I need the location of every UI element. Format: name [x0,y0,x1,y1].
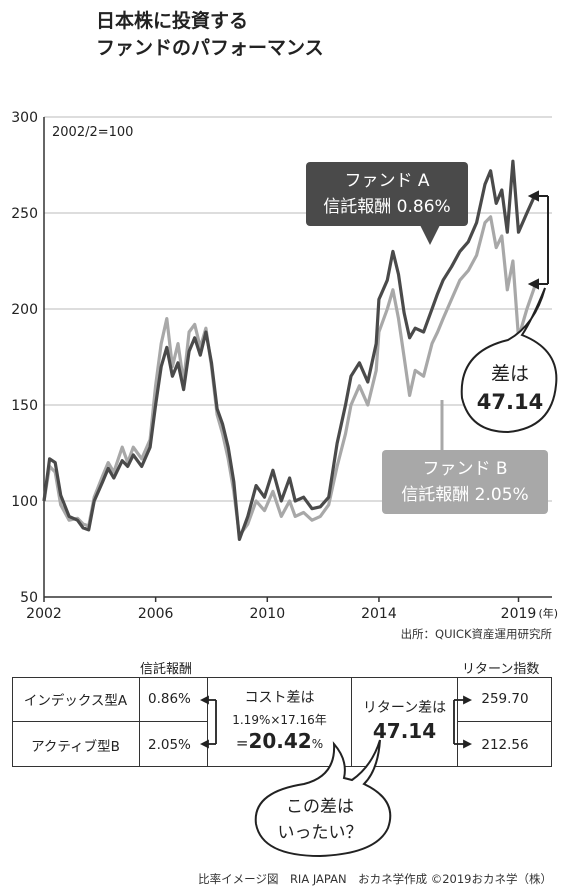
table-border [12,677,552,767]
series-line-fund-b [42,215,537,538]
row2-name: アクティブ型B [12,722,140,767]
header-return: リターン指数 [462,662,540,677]
y-tick-label: 300 [11,110,38,126]
return-a: 259.70 [458,677,552,722]
chart-title: 日本株に投資する ファンドのパフォーマンス [96,8,324,62]
bubble-diff-text: 差は [491,363,529,385]
label-a-callout: ファンド A 信託報酬 0.86% [306,162,468,245]
label-a-pointer [420,225,440,245]
return-cell: リターン差は 47.14 [352,677,458,767]
title-line-1: 日本株に投資する [96,10,249,32]
label-b-box [382,450,548,514]
table-overlay: この差は いったい？ [199,695,473,858]
label-b-title: ファンド B [422,459,507,479]
label-a-fee: 信託報酬 0.86% [323,197,450,217]
performance-chart: 50 100 150 200 250 300 2002 2006 2010 2014 2019 (年)… [11,110,559,622]
header-fee: 信託報酬 [140,662,193,677]
cost-title: コスト差は [244,690,315,706]
x-unit-label: (年) [539,606,559,620]
x-tick-label: 2010 [249,606,285,622]
title-line-2: ファンドのパフォーマンス [96,37,324,59]
fee-bracket [199,695,217,749]
bubble-q-line1: この差は [286,797,354,817]
label-b-callout: ファンド B 信託報酬 2.05% [382,400,548,514]
return-bracket [453,695,473,749]
difference-bracket [527,190,549,290]
row1-name: インデックス型A [12,677,140,722]
comparison-table: インデックス型A 0.86% アクティブ型B 2.05% コスト差は 1.19%… [12,677,552,767]
source-note: 出所：QUICK資産運用研究所 [400,627,552,641]
question-bubble: この差は いったい？ [254,739,392,858]
y-tick-label: 200 [11,302,38,318]
cost-formula: 1.19%×17.16年 [232,713,327,727]
return-value: 47.14 [372,719,437,743]
footer-credit: 比率イメージ図 RIA JAPAN おカネ学作成 ©2019おカネ学（株） [198,872,552,886]
y-tick-label: 50 [20,590,38,606]
base-label: 2002/2=100 [52,125,133,140]
return-title: リターン差は [362,700,447,716]
cost-cell: コスト差は 1.19%×17.16年 =20.42% [208,677,352,767]
series-line-fund-a [42,159,537,541]
difference-bubble: 差は 47.14 [460,287,558,434]
label-a-title: ファンド A [344,171,429,191]
bubble-diff-value: 47.14 [477,390,543,414]
x-tick-label: 2014 [361,606,397,622]
cost-value: 20.42 [248,729,312,753]
label-a-box [306,162,468,226]
x-tick-label: 2006 [138,606,174,622]
cost-pct: % [311,737,324,751]
return-b: 212.56 [481,736,529,753]
x-tick-label: 2002 [26,606,62,622]
y-tick-label: 100 [11,494,38,510]
label-b-fee: 信託報酬 2.05% [401,485,528,505]
bubble-q-line2: いったい？ [278,823,363,843]
cost-equals: = [235,734,249,752]
y-tick-label: 150 [11,398,38,414]
x-tick-label: 2019 [501,606,537,622]
y-tick-label: 250 [11,206,38,222]
